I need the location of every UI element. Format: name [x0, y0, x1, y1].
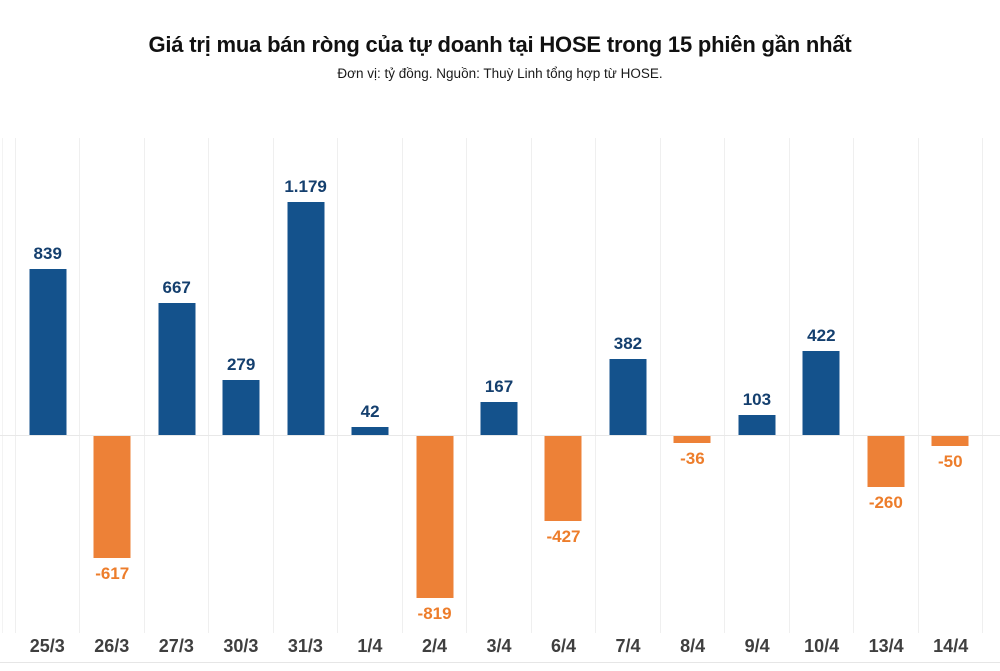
negative-bar: [416, 436, 454, 598]
bar-value-label: 279: [226, 355, 256, 374]
x-axis-label: 13/4: [868, 636, 904, 656]
bar-value-label: -260: [868, 493, 903, 512]
bar-value-label: 1.179: [284, 177, 327, 196]
bar-column: 279: [208, 138, 272, 633]
chart-title: Giá trị mua bán ròng của tự doanh tại HO…: [148, 32, 852, 57]
zero-baseline: [0, 435, 1000, 436]
bar-value-label: -50: [938, 452, 963, 471]
bar-value-label: 382: [613, 334, 643, 353]
bar-value-label: 103: [742, 390, 772, 409]
bar-column: 839: [15, 138, 79, 633]
y-axis-line: [2, 138, 3, 633]
negative-bar: [931, 436, 969, 446]
x-axis-label: 27/3: [158, 636, 194, 656]
x-axis-label: 7/4: [615, 636, 641, 656]
plot-area: 839 -617 667 279 1.179 42 -819 167 -427 382 -36 103…: [15, 138, 984, 633]
positive-bar: [287, 202, 325, 435]
negative-bar: [93, 436, 131, 558]
x-axis-label: 26/3: [94, 636, 130, 656]
bar-column: 667: [143, 138, 208, 633]
bar-value-label: 42: [360, 402, 380, 421]
x-axis-label: 14/4: [933, 636, 969, 656]
x-axis-label: 25/3: [29, 636, 65, 656]
x-axis-label: 6/4: [551, 636, 577, 656]
x-axis-label: 30/3: [223, 636, 259, 656]
bar-column: -819: [401, 138, 466, 633]
positive-bar: [29, 269, 67, 435]
bar-column: 422: [788, 138, 853, 633]
positive-bar: [480, 402, 518, 435]
bar-column: -617: [79, 138, 143, 633]
x-axis-labels: 25/3 26/3 27/3 30/3 31/3 1/4 2/4 3/4 6/4 7/4 8/4 9/…: [15, 635, 983, 657]
x-axis-label: 31/3: [287, 636, 323, 656]
bar-column: -260: [853, 138, 917, 633]
negative-bar: [673, 436, 711, 443]
negative-bar: [867, 436, 905, 487]
bar-value-label: 667: [162, 278, 191, 297]
bar-value-label: -36: [680, 449, 705, 468]
chart-subtitle: Đơn vị: tỷ đồng. Nguồn: Thuỳ Linh tổng h…: [337, 66, 663, 81]
x-axis-label: 9/4: [744, 636, 770, 656]
x-axis-label: 2/4: [421, 636, 447, 656]
x-axis-label: 1/4: [357, 636, 383, 656]
bar-value-label: 167: [484, 377, 514, 396]
x-axis-label: 3/4: [486, 636, 512, 656]
positive-bar: [802, 351, 840, 435]
bar-column: 1.179: [272, 138, 337, 633]
bar-value-label: -819: [417, 604, 452, 623]
positive-bar: [609, 359, 647, 435]
bar-column: -36: [659, 138, 724, 633]
bar-value-label: 422: [807, 326, 836, 345]
x-axis-label: 10/4: [804, 636, 840, 656]
bar-column: 42: [337, 138, 401, 633]
bar-value-label: 839: [33, 244, 62, 263]
positive-bar: [158, 303, 196, 435]
bar-value-label: -427: [546, 527, 581, 546]
bottom-border-line: [0, 662, 1000, 663]
bar-column: -50: [917, 138, 984, 633]
x-axis-label: 8/4: [680, 636, 706, 656]
bar-value-label: -617: [95, 564, 130, 583]
bar-column: -427: [530, 138, 595, 633]
bar-column: 103: [724, 138, 788, 633]
bar-column: 167: [466, 138, 530, 633]
bar-column: 382: [595, 138, 659, 633]
positive-bar: [351, 427, 389, 435]
negative-bar: [544, 436, 582, 521]
positive-bar: [738, 415, 776, 435]
positive-bar: [222, 380, 260, 435]
